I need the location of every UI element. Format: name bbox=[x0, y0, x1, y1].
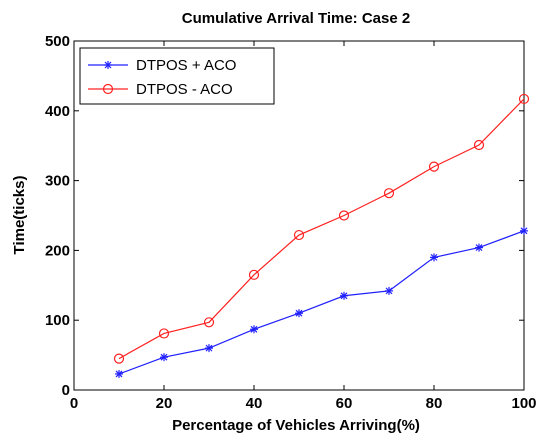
series-1-point bbox=[340, 291, 348, 300]
series-2-point bbox=[293, 229, 305, 241]
series-2-point bbox=[383, 188, 395, 199]
series-2-point bbox=[113, 353, 125, 364]
series-1-point bbox=[250, 325, 258, 334]
series-2-point bbox=[158, 328, 170, 339]
series-1-point bbox=[160, 353, 168, 362]
series-1-point bbox=[475, 243, 483, 252]
y-tick-label: 100 bbox=[45, 312, 70, 329]
series-2-point bbox=[203, 317, 215, 328]
series-2-point bbox=[473, 139, 485, 151]
plot-area: 0 20 40 60 80 100 0 100 200 300 400 500 DTPOS + ACO D… bbox=[45, 33, 537, 412]
series-2-point bbox=[518, 93, 530, 105]
y-tick-label: 500 bbox=[45, 33, 70, 50]
legend-marker-2 bbox=[102, 83, 114, 95]
y-tick-label: 300 bbox=[45, 173, 70, 190]
legend-box bbox=[79, 47, 275, 105]
legend-label-2: DTPOS - ACO bbox=[136, 81, 233, 98]
series-line-1 bbox=[118, 230, 525, 375]
x-tick-label: 100 bbox=[511, 395, 536, 412]
x-tick-label: 20 bbox=[156, 395, 173, 412]
y-tick-label: 200 bbox=[45, 242, 70, 259]
series-1-point bbox=[205, 344, 213, 353]
series-1-point bbox=[430, 253, 438, 262]
x-tick-label: 60 bbox=[336, 395, 353, 412]
y-tick-label: 400 bbox=[45, 103, 70, 120]
legend-label-1: DTPOS + ACO bbox=[136, 57, 236, 74]
x-tick-label: 80 bbox=[426, 395, 443, 412]
chart-title: Cumulative Arrival Time: Case 2 bbox=[182, 10, 410, 27]
y-axis-label: Time(ticks) bbox=[11, 176, 28, 255]
series-1-point bbox=[385, 286, 393, 295]
legend-marker-1 bbox=[104, 61, 112, 69]
series-2-point bbox=[248, 269, 260, 280]
series-2-point bbox=[428, 161, 440, 172]
x-tick-label: 40 bbox=[246, 395, 263, 412]
series-2-point bbox=[338, 210, 350, 221]
series-1-point bbox=[115, 369, 123, 378]
y-tick-label: 0 bbox=[62, 382, 70, 399]
x-tick-label: 0 bbox=[70, 395, 78, 412]
series-1-point bbox=[295, 309, 303, 318]
series-1-point bbox=[520, 226, 528, 235]
series-line-2 bbox=[118, 98, 525, 360]
x-axis-label: Percentage of Vehicles Arriving(%) bbox=[172, 417, 420, 434]
